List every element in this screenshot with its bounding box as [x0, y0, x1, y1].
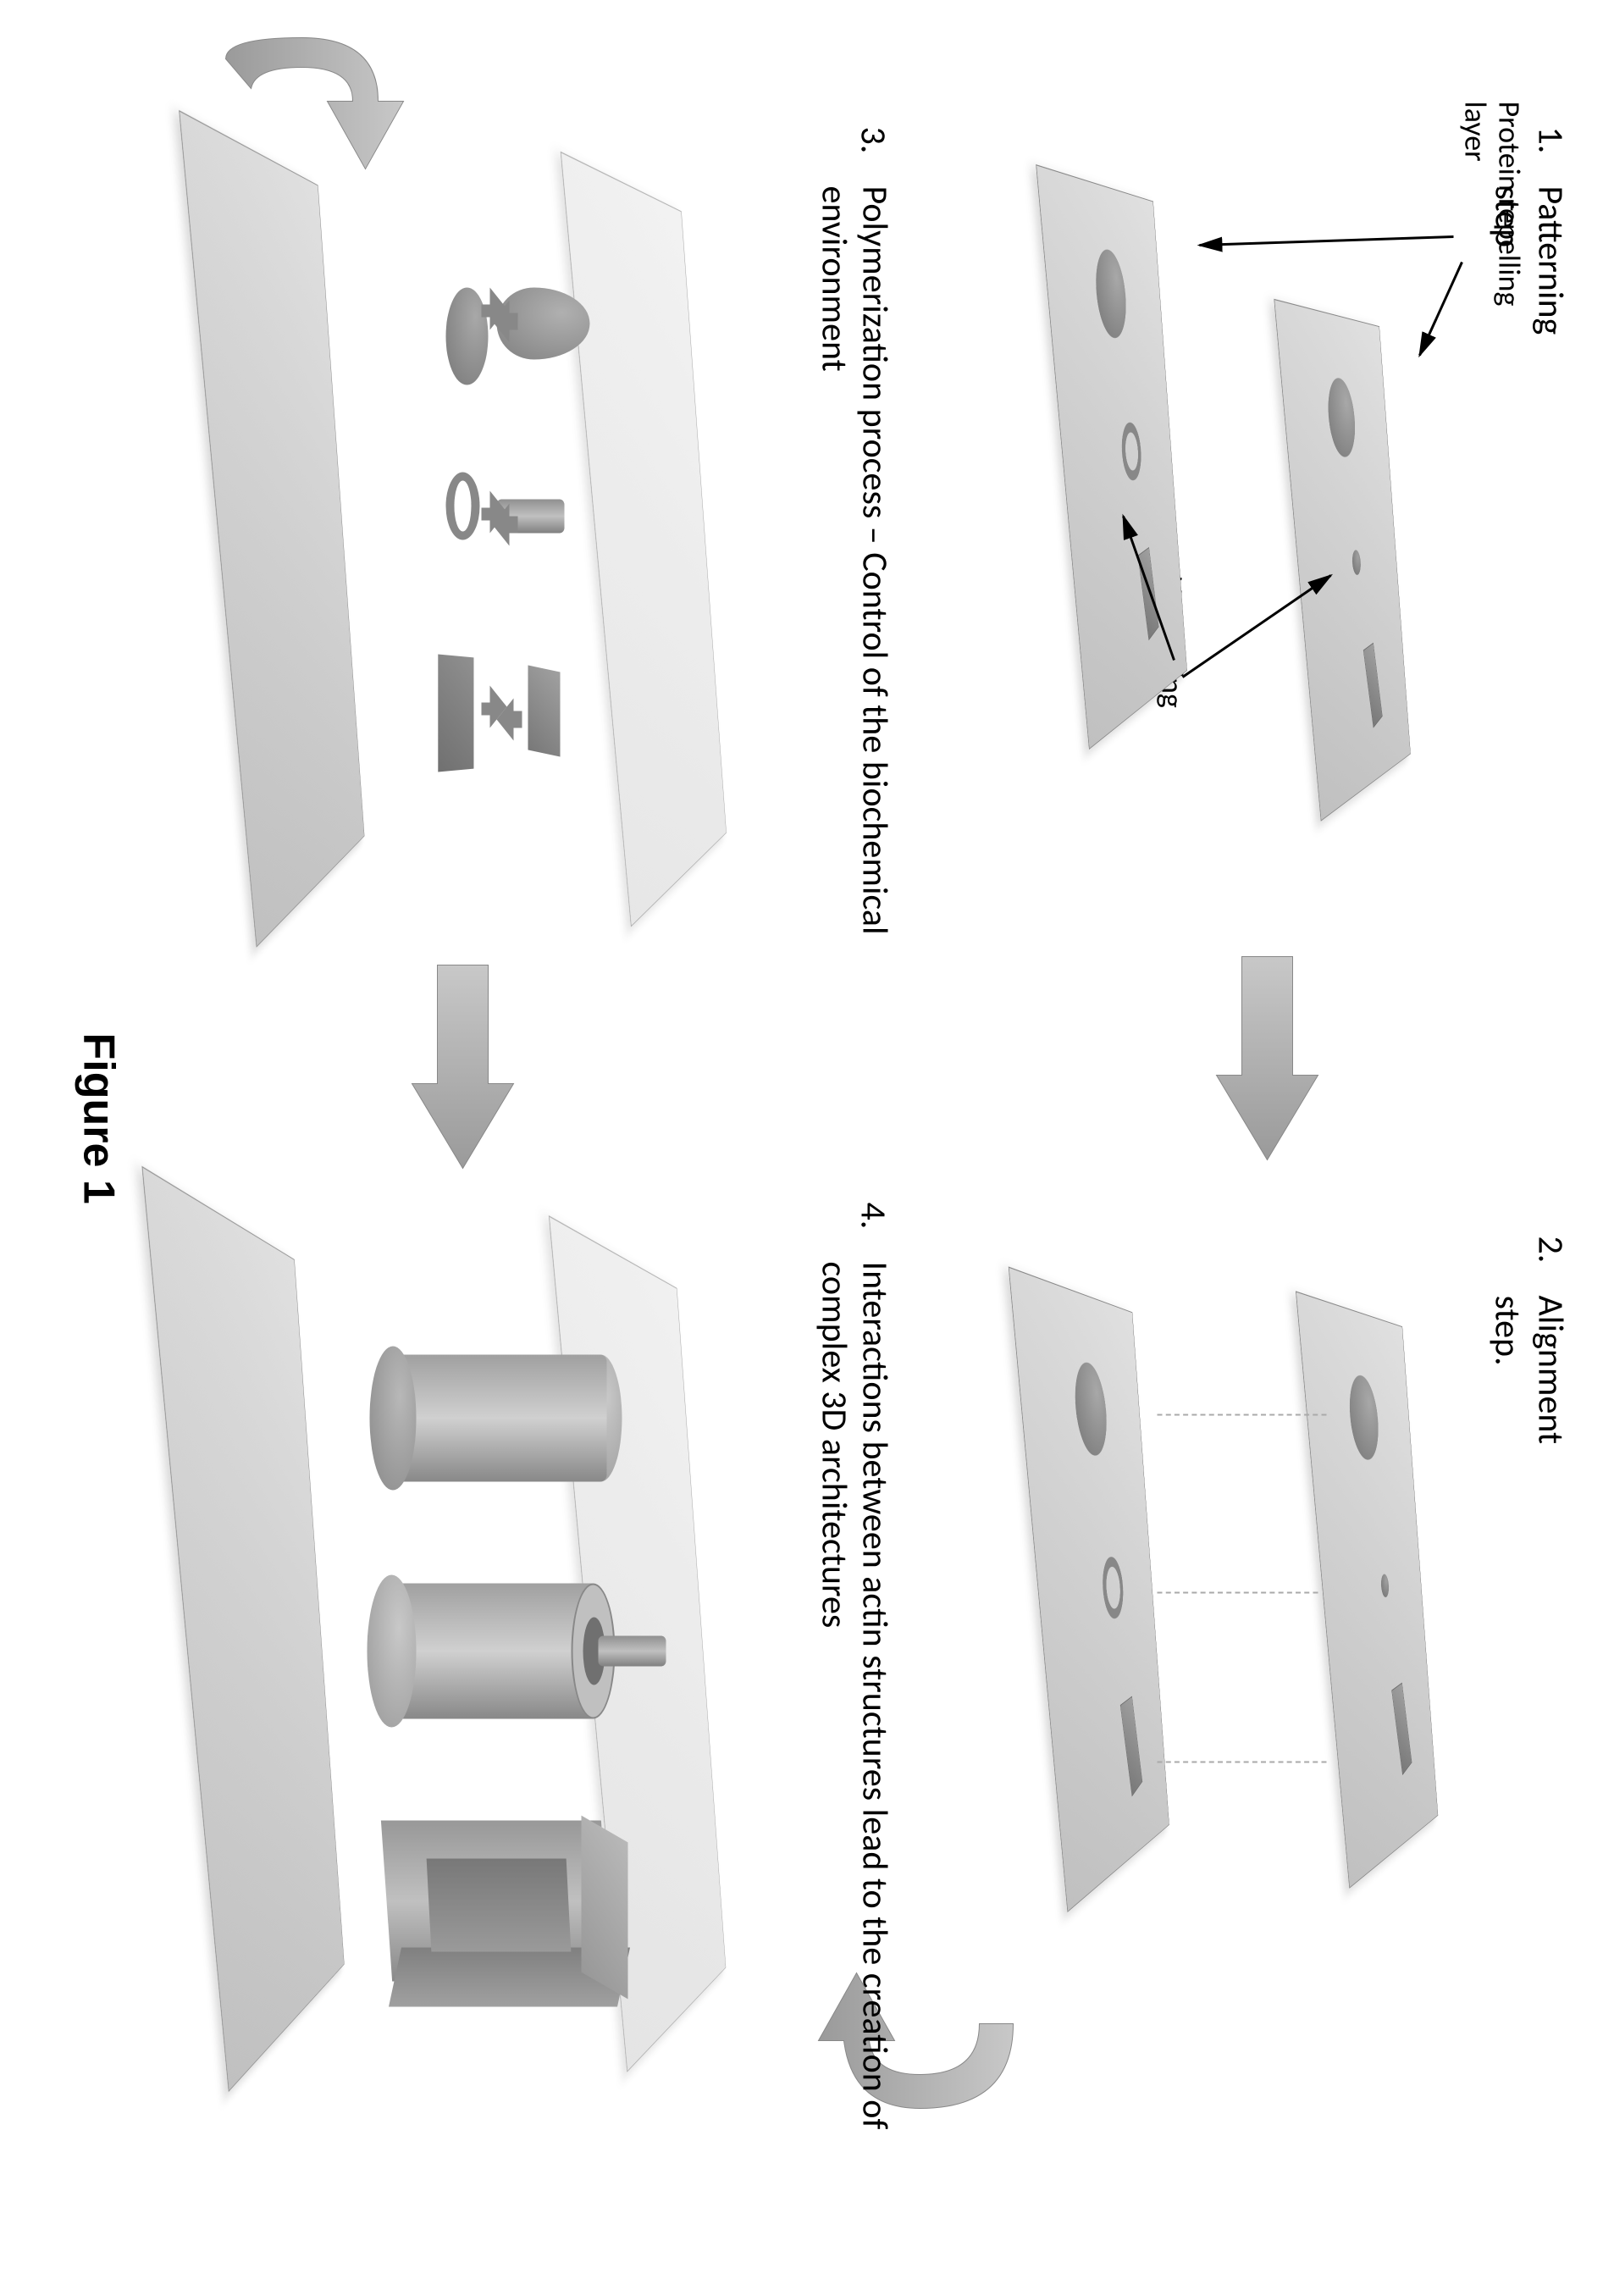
plate-3-upper	[561, 152, 727, 927]
panel-4-title: Interactions between actin structures le…	[813, 1262, 895, 2134]
shape-ring-2b	[1100, 1557, 1125, 1623]
shape-circle-1b	[1092, 244, 1129, 340]
panel-3-title: Polymerization process – Control of the …	[813, 186, 895, 949]
dashed-3	[1158, 1762, 1327, 1763]
arrow-protein-repelling	[1132, 212, 1471, 466]
arrow-nucleating	[1141, 466, 1352, 805]
dashed-1	[1158, 1414, 1327, 1416]
shape-rect-2b	[1120, 1696, 1142, 1797]
shape-circle-2b	[1071, 1356, 1109, 1458]
panel-1-number: 1.	[1529, 127, 1573, 154]
shape-dot-1a	[1351, 550, 1362, 577]
plate-3-lower	[179, 110, 364, 948]
panel-3-number: 3.	[852, 127, 895, 154]
figure-label: Figure 1	[74, 1033, 124, 1204]
small-arrows-3	[455, 271, 531, 822]
figure-container: 1. Patterning step Protein repelling lay…	[1, 0, 1614, 2296]
shape-dot-2a	[1380, 1574, 1390, 1598]
flow-arrow-1-2	[1200, 949, 1335, 1169]
plate-2-lower	[1009, 1266, 1169, 1912]
panel-2-number: 2.	[1529, 1237, 1573, 1264]
dashed-2	[1158, 1592, 1318, 1594]
panel-4-number: 4.	[852, 1203, 895, 1230]
shape-circle-2a	[1346, 1370, 1381, 1462]
flow-arrow-into-3	[209, 25, 412, 178]
panel-2-title: Alignment step.	[1486, 1296, 1573, 1445]
rect-extrude-top	[528, 665, 561, 756]
plate-4-lower	[141, 1166, 344, 2092]
shape-rect-2a	[1391, 1683, 1412, 1776]
plate-2-upper	[1296, 1291, 1438, 1889]
shape-rect-1a	[1363, 643, 1383, 728]
flow-arrow-3-4	[395, 957, 531, 1177]
